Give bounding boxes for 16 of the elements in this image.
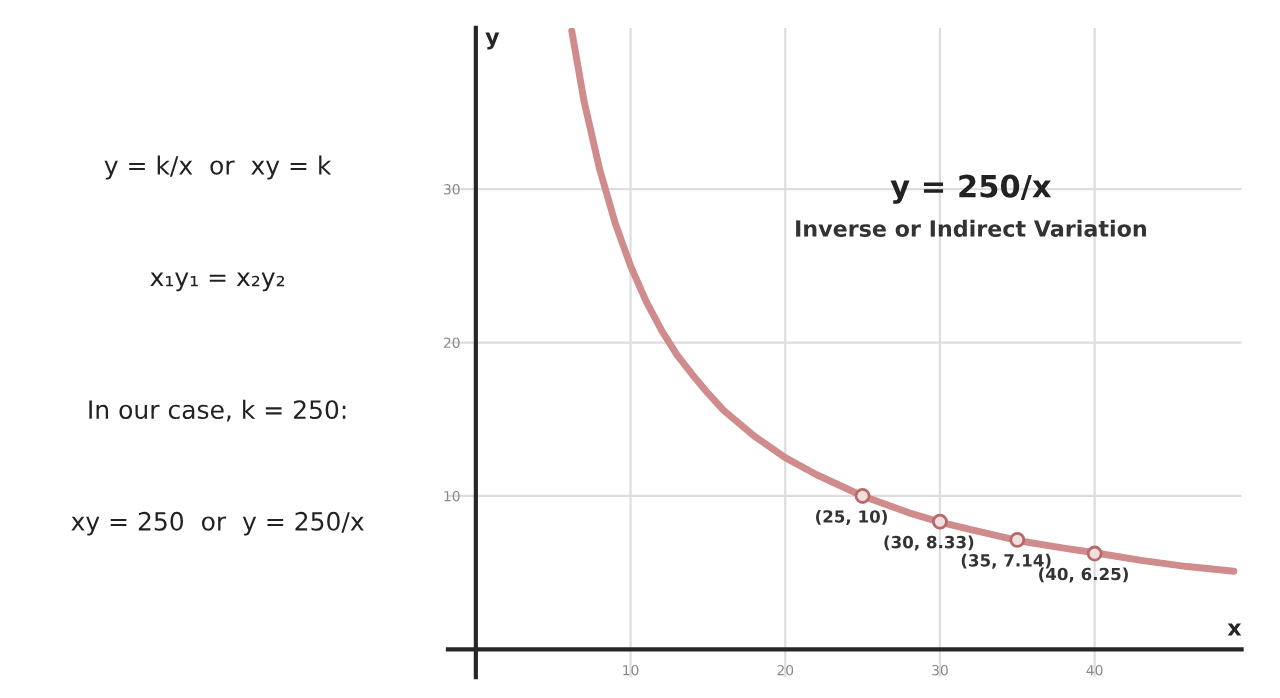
point	[854, 488, 871, 504]
text: In our case, k = 250:	[89, 399, 346, 422]
text: xy = 250 or y = 250/x	[71, 511, 364, 536]
text: y = k/x or xy = k	[104, 155, 332, 180]
y-axis-title: y	[485, 32, 500, 50]
text: y = 250/x	[890, 174, 1052, 204]
annotation: (35, 7.14)	[961, 553, 1051, 569]
annotation: (30, 8.33)	[884, 535, 974, 551]
text: Inverse or Indirect Variation	[796, 219, 1146, 237]
text: x₁y₁ = x₂y₂	[150, 272, 285, 292]
annotation: (25, 10)	[816, 509, 887, 525]
annotation: (40, 6.25)	[1039, 567, 1128, 583]
point	[932, 513, 948, 530]
x-axis-title: x	[1227, 623, 1242, 636]
point	[1086, 545, 1103, 562]
point	[1009, 531, 1026, 548]
